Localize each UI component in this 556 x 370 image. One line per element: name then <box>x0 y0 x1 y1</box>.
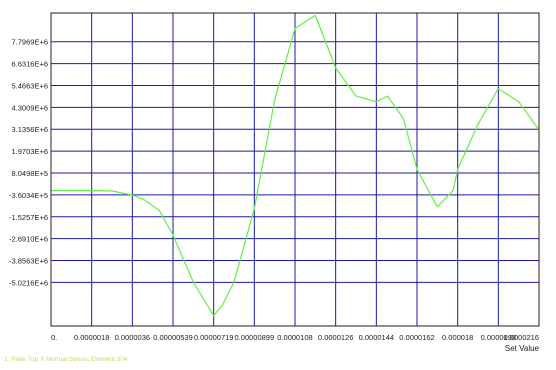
y-tick-label: 3.1356E+6 <box>12 125 49 134</box>
y-tick-label: 7.7969E+6 <box>12 38 49 47</box>
y-tick-label: -3.8563E+6 <box>9 257 48 266</box>
x-tick-label: 0.0000216 <box>504 333 539 342</box>
y-tick-label: 6.6316E+6 <box>12 60 49 69</box>
x-tick-label: 0.0000108 <box>277 333 312 342</box>
x-tick-label: 0.00000719 <box>194 333 234 342</box>
x-tick-label: 0.00000899 <box>235 333 275 342</box>
y-tick-label: -1.5257E+6 <box>9 213 48 222</box>
y-tick-label: 1.9703E+6 <box>12 147 49 156</box>
tick-labels: 0. 0.0000018 0.0000036 0.00000539 0.00000719… <box>9 38 539 342</box>
y-tick-label: 8.0498E+5 <box>12 169 49 178</box>
y-tick-label: 5.4663E+6 <box>12 81 49 90</box>
series-layer <box>51 14 540 317</box>
y-tick-label: -2.6910E+6 <box>9 235 48 244</box>
x-axis-label: Set Value <box>505 344 540 353</box>
y-tick-label: -3.6034E+5 <box>9 191 48 200</box>
legend-entry: 1: Plate Top X Normal Stress, Element 30… <box>4 356 128 363</box>
x-tick-label: 0.0000198 <box>481 333 516 342</box>
x-tick-label: 0. <box>51 333 57 342</box>
x-tick-label: 0.00000539 <box>153 333 193 342</box>
x-tick-label: 0.0000126 <box>318 333 353 342</box>
x-tick-label: 0.0000036 <box>115 333 150 342</box>
x-tick-label: 0.0000162 <box>399 333 434 342</box>
y-tick-label: 4.3009E+6 <box>12 103 49 112</box>
series-line <box>51 14 540 317</box>
y-tick-label: -5.0216E+6 <box>9 278 48 287</box>
plot-frame <box>50 12 540 327</box>
x-tick-label: 0.0000144 <box>359 333 394 342</box>
x-tick-label: 0.0000018 <box>74 333 109 342</box>
x-tick-label: 0.000018 <box>442 333 473 342</box>
